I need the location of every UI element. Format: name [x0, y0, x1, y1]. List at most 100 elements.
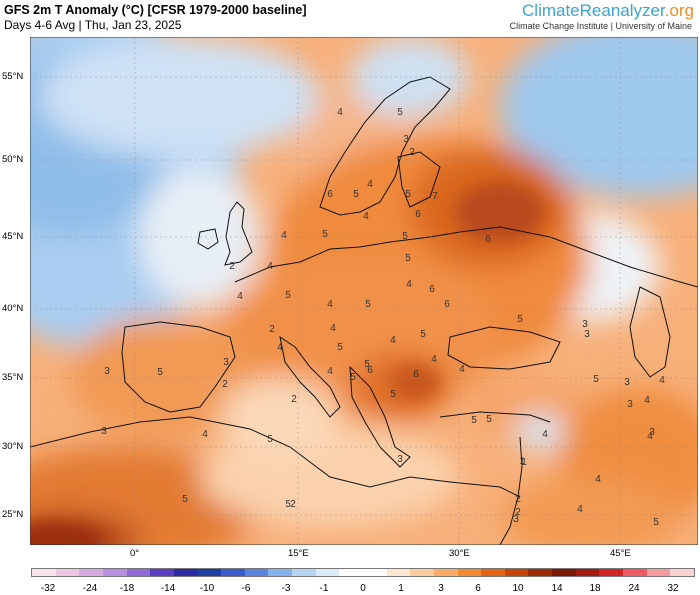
colorbar-tick-label: -1: [319, 583, 329, 594]
colorbar-tick-label: -32: [40, 583, 56, 594]
isotherm-label: 5: [350, 372, 356, 383]
colorbar-swatch: [221, 569, 245, 576]
isotherm-label: 3: [584, 329, 590, 340]
colorbar-swatch: [55, 569, 80, 576]
isotherm-label: 4: [367, 179, 373, 190]
isotherm-label: 5: [593, 374, 599, 385]
isotherm-label: 7: [432, 191, 438, 202]
colorbar-tick-label: 6: [475, 583, 481, 594]
isotherm-label: 1: [521, 457, 527, 468]
isotherm-label: 4: [647, 431, 653, 442]
lat-label: 45°N: [2, 231, 24, 242]
colorbar-tick-label: 10: [512, 583, 524, 594]
isotherm-label: 3: [104, 366, 110, 377]
lat-label: 25°N: [2, 509, 24, 520]
isotherm-label: 2: [515, 507, 521, 518]
colorbar-tick-label: -18: [119, 583, 135, 594]
isotherm-label: 3: [627, 399, 633, 410]
isotherm-label: 3: [397, 454, 403, 465]
colorbar-swatch: [173, 569, 198, 576]
lat-label: 50°N: [2, 154, 24, 165]
isotherm-label: 4: [202, 429, 208, 440]
isotherm-label: 1: [519, 456, 525, 467]
isotherm-label: 4: [337, 107, 343, 118]
isotherm-label: 2: [229, 261, 235, 272]
lon-label: 15°E: [288, 548, 309, 559]
isotherm-label: 2: [409, 147, 415, 158]
colorbar-swatch: [32, 569, 56, 576]
isotherm-label: 4: [659, 375, 665, 386]
isotherm-label: 2: [269, 324, 275, 335]
isotherm-label: 2: [291, 394, 297, 405]
isotherm-label: 6: [429, 284, 435, 295]
colorbar-swatch: [79, 569, 103, 576]
colorbar-tick-label: -14: [160, 583, 176, 594]
colorbar-swatch: [102, 569, 127, 576]
colorbar-tick-label: -3: [281, 583, 291, 594]
isotherm-label: 4: [390, 335, 396, 346]
isotherm-label: 5: [653, 517, 659, 528]
colorbar-swatch: [292, 569, 316, 576]
colorbar-swatch: [339, 569, 363, 576]
lon-label: 0°: [130, 548, 140, 559]
isotherm-label: 4: [327, 299, 333, 310]
isotherm-label: 5: [267, 434, 273, 445]
colorbar-tick-label: 14: [551, 583, 563, 594]
isotherm-label: 2: [222, 379, 228, 390]
hotspot-layers: [30, 182, 545, 545]
isotherm-label: 6: [413, 369, 419, 380]
isotherm-label: 5: [285, 499, 291, 510]
colorbar-tick-label: 1: [398, 583, 404, 594]
lat-label: 40°N: [2, 303, 24, 314]
colorbar-tick-label: -24: [82, 583, 98, 594]
isotherm-label: 4: [406, 279, 412, 290]
isotherm-label: 2: [290, 499, 296, 510]
isotherm-label: 5: [397, 107, 403, 118]
isotherm-label: 5: [365, 299, 371, 310]
isotherm-label: 4: [644, 395, 650, 406]
colorbar-swatch: [386, 569, 411, 576]
isotherm-label: 4: [363, 211, 369, 222]
isotherm-label: 3: [403, 134, 409, 145]
colorbar-swatch: [528, 569, 553, 576]
isotherm-label: 5: [420, 329, 426, 340]
isotherm-label: 3: [582, 319, 588, 330]
colorbar-tick-label: 32: [667, 583, 679, 594]
isotherm-label: 5: [353, 189, 359, 200]
colorbar: [31, 568, 695, 577]
colorbar-swatch: [433, 569, 458, 576]
isotherm-label: 6: [415, 209, 421, 220]
isotherm-label: 6: [444, 299, 450, 310]
lon-label: 30°E: [449, 548, 470, 559]
colorbar-swatch: [504, 569, 529, 576]
anomaly-field-layers: [30, 37, 698, 545]
isotherm-label: 3: [649, 427, 655, 438]
isotherm-label: 4: [327, 366, 333, 377]
colorbar-swatch: [410, 569, 434, 576]
colorbar-tick-label: -6: [241, 583, 251, 594]
brand-suffix: .org: [664, 1, 694, 20]
isotherm-label: 5: [471, 415, 477, 426]
colorbar-tick-label: 18: [589, 583, 601, 594]
lat-label: 55°N: [2, 71, 24, 82]
isotherm-label: 5: [486, 414, 492, 425]
lat-label: 35°N: [2, 372, 24, 383]
graticule: [30, 37, 698, 545]
colorbar-tick-label: 0: [360, 583, 366, 594]
brand-affiliation: Climate Change Institute | University of…: [509, 21, 692, 31]
colorbar-swatch: [315, 569, 340, 576]
map-title: GFS 2m T Anomaly (°C) [CFSR 1979-2000 ba…: [4, 3, 307, 17]
colorbar-swatch: [646, 569, 671, 576]
isotherm-label: 5: [337, 342, 343, 353]
isotherm-label: 4: [237, 291, 243, 302]
colorbar-tick-label: 3: [438, 583, 444, 594]
brand-logo[interactable]: ClimateReanalyzer.org: [522, 1, 694, 21]
brand-name: ClimateReanalyzer: [522, 1, 665, 20]
colorbar-tick-label: -10: [199, 583, 215, 594]
coastlines: [30, 76, 698, 545]
isotherm-label: 6: [367, 365, 373, 376]
isotherm-label: 5: [517, 314, 523, 325]
colorbar-swatch: [362, 569, 387, 576]
